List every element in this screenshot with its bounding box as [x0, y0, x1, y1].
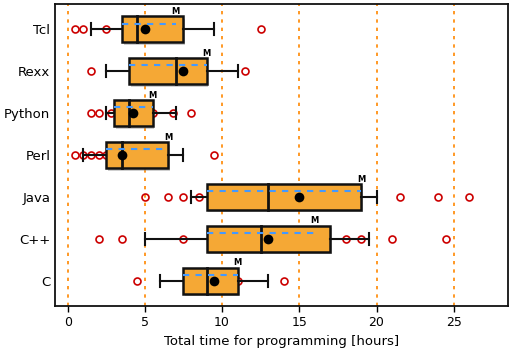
FancyBboxPatch shape	[207, 184, 361, 210]
FancyBboxPatch shape	[208, 187, 363, 212]
FancyBboxPatch shape	[207, 226, 330, 252]
Text: M: M	[203, 49, 211, 58]
Text: M: M	[164, 133, 172, 142]
Text: M: M	[233, 258, 242, 267]
Text: M: M	[172, 7, 180, 16]
FancyBboxPatch shape	[185, 270, 240, 296]
Text: M: M	[357, 175, 365, 183]
FancyBboxPatch shape	[114, 100, 153, 126]
FancyBboxPatch shape	[106, 142, 168, 168]
X-axis label: Total time for programming [hours]: Total time for programming [hours]	[164, 335, 399, 348]
FancyBboxPatch shape	[131, 61, 208, 87]
FancyBboxPatch shape	[123, 19, 185, 45]
FancyBboxPatch shape	[208, 228, 332, 254]
FancyBboxPatch shape	[130, 58, 207, 84]
Text: M: M	[148, 91, 157, 100]
FancyBboxPatch shape	[116, 103, 155, 128]
FancyBboxPatch shape	[108, 145, 170, 170]
FancyBboxPatch shape	[183, 268, 238, 294]
FancyBboxPatch shape	[122, 16, 183, 42]
Text: M: M	[311, 216, 319, 225]
